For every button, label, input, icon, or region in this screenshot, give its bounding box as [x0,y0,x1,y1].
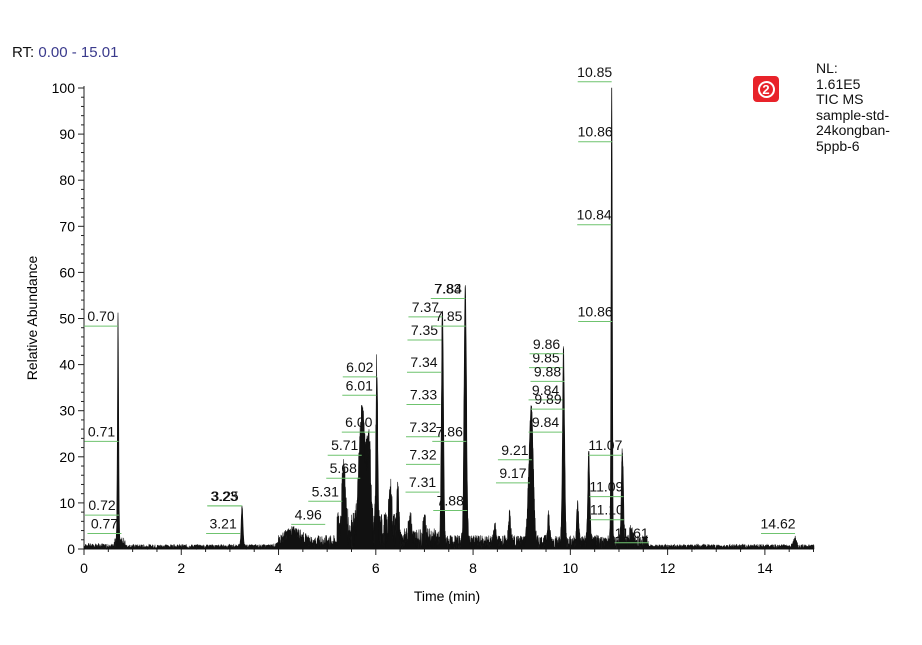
circled-number-icon: 2 [757,80,775,98]
info-panel: NL: 1.61E5 TIC MS sample-std- 24kongban-… [816,60,890,154]
y-axis-label: Relative Abundance [24,256,40,381]
peak-label: 5.71 [331,437,358,453]
y-tick-label: 20 [59,449,75,465]
trace-layer [83,87,815,551]
x-tick-label: 6 [372,560,380,576]
tic-trace [83,87,815,551]
peak-label: 9.86 [533,336,560,352]
y-tick-label: 70 [59,218,75,234]
peak-label: 9.84 [532,382,559,398]
peak-label: 7.85 [435,308,462,324]
x-tick-label: 4 [275,560,283,576]
peak-label: 6.01 [346,377,373,393]
peak-label: 0.77 [91,516,118,532]
y-tick-label: 10 [59,495,75,511]
peak-label: 9.17 [499,465,526,481]
y-tick-label: 40 [59,357,75,373]
peak-label: 9.84 [532,414,559,430]
peak-label: 7.32 [409,446,436,462]
number-badge: 2 [753,76,779,102]
peak-label: 7.84 [435,280,462,296]
peak-label: 10.85 [577,64,612,80]
y-tick-label: 0 [67,541,75,557]
peak-label: 3.21 [209,516,236,532]
rt-range-label: RT: 0.00 - 15.01 [12,44,118,61]
peak-label: 7.32 [409,419,436,435]
peak-label: 9.21 [501,442,528,458]
peak-label: 7.35 [411,322,438,338]
peak-label: 7.31 [409,474,436,490]
peak-label: 11.09 [589,479,623,495]
peak-label: 7.37 [412,299,439,315]
peak-label: 9.88 [534,363,561,379]
y-tick-label: 60 [59,264,75,280]
x-tick-label: 2 [177,560,185,576]
peak-label: 10.86 [578,124,613,140]
info-line: 5ppb-6 [816,137,860,154]
peak-label: 3.23 [210,488,237,504]
x-tick-label: 0 [80,560,88,576]
peak-label: 11.10 [590,502,624,518]
peak-label: 11.61 [615,525,649,541]
peak-label: 9.89 [534,391,561,407]
peak-label: 11.07 [588,437,622,453]
peak-label: 14.62 [761,516,796,532]
peak-label: 6.02 [346,359,373,375]
peak-label: 7.86 [436,423,463,439]
peak-label: 3.25 [211,488,238,504]
rt-prefix: RT: [12,44,35,61]
info-line: sample-std- [816,106,890,123]
peak-label: 0.72 [88,497,115,513]
y-tick-label: 50 [59,311,75,327]
peak-label: 7.33 [410,386,437,402]
y-tick-label: 100 [52,80,76,96]
y-tick-label: 90 [59,126,75,142]
annotation-layer: 0.70 0.71 0.72 0.77 3.233.25 3.21 4.96 5.31 5.68… [84,64,796,544]
info-line: 1.61E5 [816,75,861,92]
x-tick-label: 14 [757,560,773,576]
info-line: TIC MS [816,91,864,107]
x-tick-label: 12 [660,560,676,576]
info-line: NL: [816,60,838,76]
peak-label: 7.88 [437,493,464,509]
y-tick-label: 80 [59,172,75,188]
x-tick-label: 10 [563,560,579,576]
peak-label: 5.68 [330,460,357,476]
rt-range-value: 0.00 - 15.01 [38,44,119,61]
info-line: 24kongban- [816,122,890,138]
peak-label: 10.86 [578,304,613,320]
x-axis-label: Time (min) [414,588,480,604]
peak-label: 0.70 [87,308,114,324]
peak-label: 0.71 [88,423,115,439]
peak-label: 7.83 [434,280,461,296]
axes: 0 10 20 30 40 50 60 70 80 90 100 0 2 4 6 8 10 12 14 [52,80,815,576]
peak-label: 6.00 [345,414,372,430]
peak-label: 4.96 [295,506,322,522]
peak-label: 10.84 [577,207,612,223]
peak-label: 7.34 [410,354,437,370]
peak-label: 5.31 [312,483,339,499]
x-tick-label: 8 [469,560,477,576]
y-tick-label: 30 [59,403,75,419]
